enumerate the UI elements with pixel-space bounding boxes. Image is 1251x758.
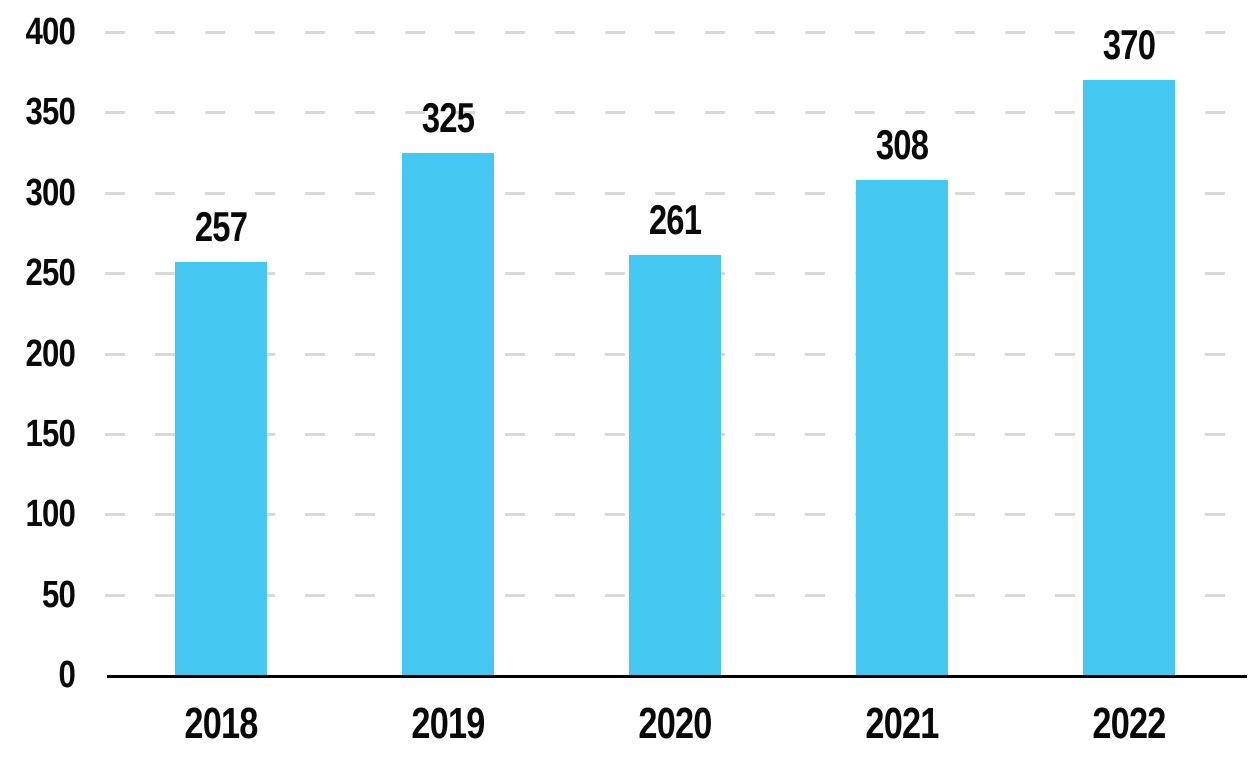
y-axis-tick-label: 300 (25, 171, 76, 214)
gridline (105, 31, 1243, 34)
y-axis-tick-label: 400 (25, 11, 76, 53)
x-axis-tick-label: 2021 (865, 699, 940, 748)
x-axis-tick-label: 2019 (411, 699, 485, 748)
bar (1083, 80, 1176, 675)
y-axis-tick-label: 350 (25, 91, 76, 134)
y-axis-tick-label: 200 (25, 332, 76, 375)
bar (629, 255, 721, 675)
y-axis-tick-label: 250 (25, 252, 76, 295)
x-axis-tick-label: 2020 (638, 699, 712, 748)
y-axis-tick-label: 150 (25, 412, 76, 455)
y-axis-tick-label: 50 (41, 573, 76, 616)
gridline (105, 191, 1243, 195)
bar (856, 179, 949, 675)
x-axis-tick-label: 2018 (183, 699, 258, 748)
y-axis-tick-label: 100 (25, 493, 76, 536)
bar (401, 152, 494, 675)
bar-value-label: 257 (194, 202, 247, 250)
bar (174, 261, 267, 675)
x-axis-tick-label: 2022 (1092, 699, 1167, 748)
x-axis-line (107, 675, 1247, 678)
bar-value-label: 308 (876, 120, 929, 168)
bar-value-label: 370 (1103, 21, 1156, 69)
y-axis-tick-label: 0 (58, 654, 75, 696)
gridline (105, 111, 1243, 115)
bar-value-label: 261 (648, 196, 702, 244)
bar-value-label: 325 (421, 93, 475, 141)
